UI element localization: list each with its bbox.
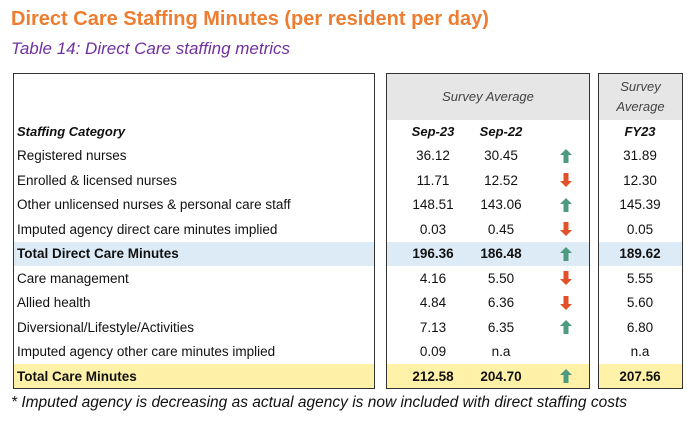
table-row: 212.58 204.70 [387, 364, 589, 388]
table-row: Registered nurses [14, 144, 374, 169]
table-row: 0.05 [599, 217, 682, 242]
table-row: Total Care Minutes [14, 364, 374, 388]
table-row: Imputed agency other care minutes implie… [14, 340, 374, 365]
fy-header-bg [599, 74, 682, 120]
value-fy23: 31.89 [623, 148, 657, 164]
table-row: 7.13 6.35 [387, 315, 589, 340]
survey-average-panel: Survey Average Sep-23 Sep-22 36.12 30.45 11.… [386, 73, 590, 389]
table-row: 4.16 5.50 [387, 266, 589, 291]
column-header-sep22: Sep-22 [479, 123, 523, 139]
arrow-up-icon [560, 369, 572, 383]
value-sep23: 7.13 [419, 319, 447, 335]
arrow-up-icon [560, 197, 572, 212]
table-row: 36.12 30.45 [387, 144, 589, 169]
column-header-row: Sep-23 Sep-22 [387, 119, 589, 144]
table-row: Other unlicensed nurses & personal care … [14, 193, 374, 218]
value-sep22: 6.35 [487, 319, 515, 335]
arrow-up-icon [560, 148, 572, 163]
table-row: 145.39 [599, 193, 682, 218]
value-fy23: 12.30 [623, 172, 657, 188]
value-sep22: 0.45 [487, 221, 515, 237]
arrow-up-icon [560, 320, 572, 334]
column-header-fy23: FY23 [624, 123, 656, 139]
table-row: Diversional/Lifestyle/Activities [14, 315, 374, 340]
arrow-up-icon [560, 246, 572, 261]
value-fy23: 189.62 [619, 246, 661, 262]
row-category: Total Direct Care Minutes [17, 246, 179, 262]
column-header-row: FY23 [599, 119, 682, 144]
table-row: Imputed agency direct care minutes impli… [14, 217, 374, 242]
arrow-down-icon [560, 222, 572, 236]
value-sep23: 11.71 [416, 172, 450, 188]
value-sep23: 4.16 [419, 270, 447, 286]
value-sep23: 0.09 [419, 344, 447, 360]
footnote: * Imputed agency is decreasing as actual… [11, 394, 628, 411]
row-category: Care management [17, 270, 129, 286]
row-category: Other unlicensed nurses & personal care … [17, 197, 291, 213]
table-row: Care management [14, 266, 374, 291]
table-row: 6.80 [599, 315, 682, 340]
fy-average-panel: Survey Average FY23 31.89 12.30 145.39 0.05 1… [598, 73, 683, 389]
table-row: n.a [599, 340, 682, 365]
value-sep22: 12.52 [484, 172, 518, 188]
arrow-down-icon [560, 173, 572, 187]
table-row: Total Direct Care Minutes [14, 241, 374, 266]
category-header: Staffing Category [17, 123, 126, 139]
value-sep23: 36.12 [416, 148, 450, 164]
table-row: 207.56 [599, 364, 682, 388]
arrow-down-icon [560, 295, 572, 310]
row-category: Total Care Minutes [17, 368, 137, 384]
table-row: 196.36 186.48 [387, 241, 589, 266]
value-fy23: 145.39 [619, 197, 661, 213]
row-category: Imputed agency other care minutes implie… [17, 344, 276, 360]
value-sep23: 4.84 [419, 295, 447, 311]
arrow-down-icon [560, 271, 572, 285]
value-sep22: n.a [491, 344, 511, 360]
value-sep23: 0.03 [419, 221, 447, 237]
value-fy23: 207.56 [619, 368, 661, 384]
value-fy23: 0.05 [626, 221, 654, 237]
table-row: 148.51 143.06 [387, 193, 589, 218]
table-row: 31.89 [599, 144, 682, 169]
table-caption: Table 14: Direct Care staffing metrics [11, 39, 291, 58]
value-sep22: 143.06 [480, 197, 522, 213]
row-category: Enrolled & licensed nurses [17, 172, 177, 188]
row-category: Diversional/Lifestyle/Activities [17, 319, 195, 335]
fy-header: Survey Average [616, 79, 665, 114]
column-header-sep23: Sep-23 [411, 123, 455, 139]
value-sep22: 6.36 [487, 295, 515, 311]
value-sep23: 196.36 [412, 246, 454, 262]
value-fy23: n.a [630, 344, 650, 360]
survey-average-header: Survey Average [442, 89, 534, 104]
page-title: Direct Care Staffing Minutes (per reside… [11, 8, 489, 30]
column-header-row: Staffing Category [14, 119, 374, 144]
survey-average-header-bg [387, 74, 589, 120]
table-row: 11.71 12.52 [387, 168, 589, 193]
value-sep23: 148.51 [412, 197, 454, 213]
value-sep22: 204.70 [480, 368, 522, 384]
table-row: 12.30 [599, 168, 682, 193]
value-fy23: 5.55 [626, 270, 654, 286]
value-sep22: 186.48 [480, 246, 522, 262]
table-row: 0.09 n.a [387, 340, 589, 365]
value-fy23: 6.80 [626, 319, 654, 335]
table-row: 189.62 [599, 241, 682, 266]
table-row: 5.60 [599, 291, 682, 316]
value-sep22: 5.50 [487, 270, 515, 286]
table-row: Allied health [14, 291, 374, 316]
row-category: Imputed agency direct care minutes impli… [17, 221, 278, 237]
table-row: 0.03 0.45 [387, 217, 589, 242]
table-row: Enrolled & licensed nurses [14, 168, 374, 193]
table-row: 4.84 6.36 [387, 291, 589, 316]
table-row: 5.55 [599, 266, 682, 291]
value-sep23: 212.58 [412, 368, 454, 384]
row-category: Allied health [17, 295, 91, 311]
value-sep22: 30.45 [484, 148, 518, 164]
row-category: Registered nurses [17, 148, 127, 164]
value-fy23: 5.60 [626, 295, 654, 311]
category-panel: Staffing Category Registered nurses Enroll… [13, 73, 375, 389]
